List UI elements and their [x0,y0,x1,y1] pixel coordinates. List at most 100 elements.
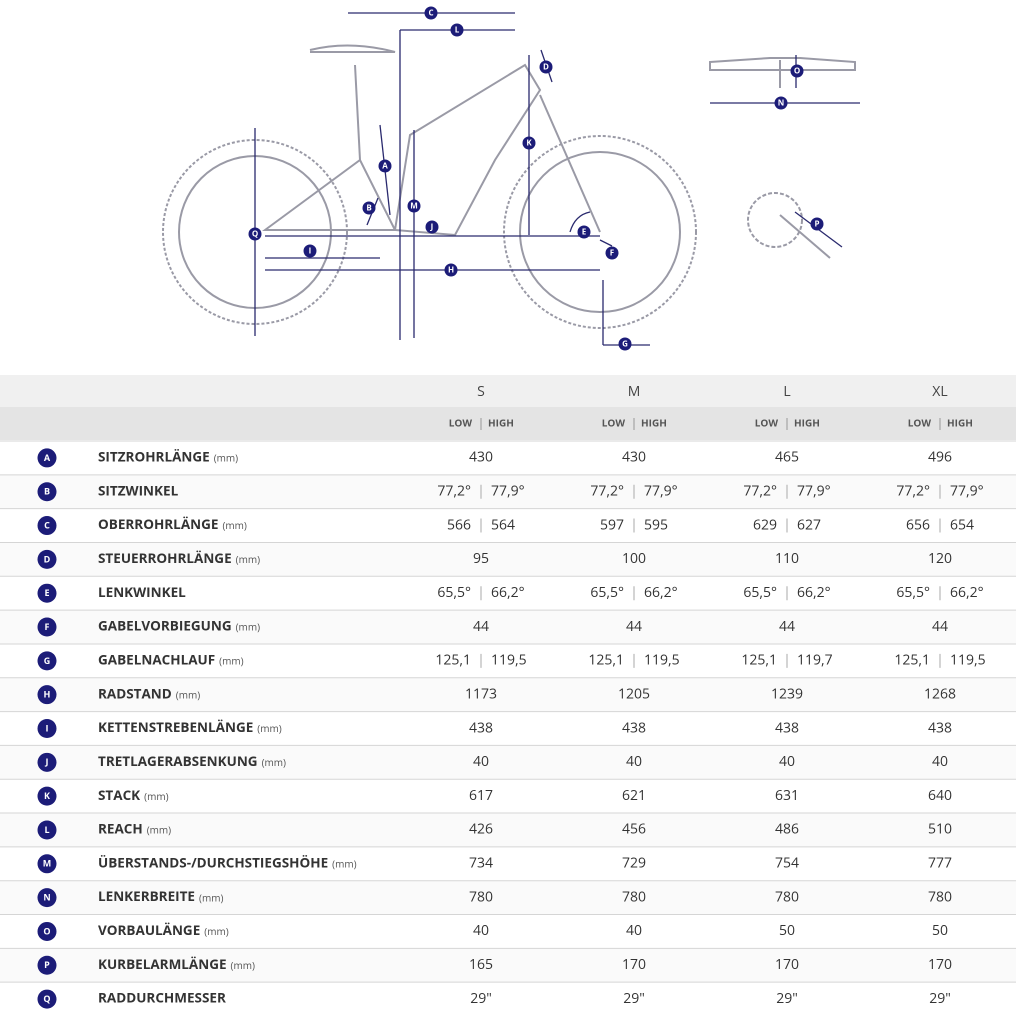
row-dot [37,651,57,671]
row-key: F [45,620,50,633]
value-low: 77,2° [896,481,930,500]
value: 40 [779,752,795,771]
value-low: 125,1 [435,651,471,670]
value: 29" [470,989,492,1008]
value: 438 [775,718,799,737]
row-key: G [44,654,51,667]
size-header: S [477,382,485,401]
value-low: 65,5° [437,583,471,602]
row-name: STEUERROHRLÄNGE [98,549,232,567]
row-name: RADDURCHMESSER [98,989,226,1007]
row-key: O [43,924,50,937]
value: 44 [473,617,489,636]
high-label: HIGH [947,416,973,430]
row-unit: (mm) [236,552,260,566]
row-unit: (mm) [176,687,200,701]
diagram-label: G [622,339,628,350]
value: 1268 [924,684,956,703]
diagram-label: A [382,161,388,172]
value: 456 [622,820,646,839]
row-dot [37,820,57,840]
low-label: LOW [755,416,779,430]
row-bg [0,576,1016,611]
label-dot [790,64,804,78]
diagram-label: P [814,219,819,230]
label-dot [522,136,536,150]
high-label: HIGH [794,416,820,430]
header-row [0,375,1016,407]
row-unit: (mm) [214,451,238,465]
row-dot [37,448,57,468]
diagram-label: M [410,201,418,212]
row-bg [0,711,1016,746]
diagram-label: B [366,203,371,214]
value-low: 77,2° [437,481,471,500]
row-unit: (mm) [332,856,356,870]
row-unit: (mm) [262,755,286,769]
value: 40 [473,752,489,771]
value: 1239 [771,684,803,703]
row-name: LENKWINKEL [98,583,186,601]
value-low: 597 [600,515,624,534]
value: 754 [775,854,799,873]
row-dot [37,617,57,637]
value-high: 66,2° [644,583,678,602]
value: 100 [622,549,646,568]
value: 780 [775,887,799,906]
row-unit: (mm) [231,958,255,972]
label-dot [810,217,824,231]
value-high: 564 [491,515,515,534]
value-low: 77,2° [743,481,777,500]
value-low: 629 [753,515,777,534]
row-key: B [44,485,50,498]
label-dot [539,60,553,74]
value: 510 [928,820,952,839]
row-dot [37,921,57,941]
high-label: HIGH [641,416,667,430]
row-key: I [46,721,49,734]
value-high: 66,2° [491,583,525,602]
row-unit: (mm) [199,890,223,904]
row-name: SITZROHRLÄNGE [98,448,210,466]
value: 50 [932,921,948,940]
label-dot [424,6,438,20]
value-low: 65,5° [743,583,777,602]
value-low: 125,1 [741,651,777,670]
value: 430 [622,448,646,467]
value-high: 77,9° [797,481,831,500]
diagram-label: K [526,138,532,149]
row-key: E [44,586,49,599]
row-key: C [44,518,50,531]
value-high: 77,9° [491,481,525,500]
row-key: M [43,857,52,870]
value-low: 65,5° [590,583,624,602]
row-name: GABELNACHLAUF [98,650,215,668]
row-bg [0,880,1016,915]
size-header: M [628,382,641,401]
row-bg [0,677,1016,712]
row-bg [0,846,1016,881]
row-name: TRETLAGERABSENKUNG [98,752,258,770]
row-bg [0,542,1016,577]
row-bg [0,474,1016,509]
low-label: LOW [908,416,932,430]
row-bg [0,745,1016,780]
value: 486 [775,820,799,839]
label-dot [450,23,464,37]
value: 729 [622,854,646,873]
value: 777 [928,854,952,873]
row-unit: (mm) [147,823,171,837]
diagram-label: J [430,222,434,233]
value: 40 [626,921,642,940]
value: 430 [469,448,493,467]
value-high: 595 [644,515,668,534]
diagram-label: N [778,98,785,109]
row-dot [37,482,57,502]
row-name: GABELVORBIEGUNG [98,617,232,635]
value-high: 119,7 [797,651,833,670]
value: 170 [928,955,952,974]
value: 621 [622,786,646,805]
value: 44 [779,617,795,636]
row-key: K [44,789,50,802]
row-unit: (mm) [257,721,281,735]
